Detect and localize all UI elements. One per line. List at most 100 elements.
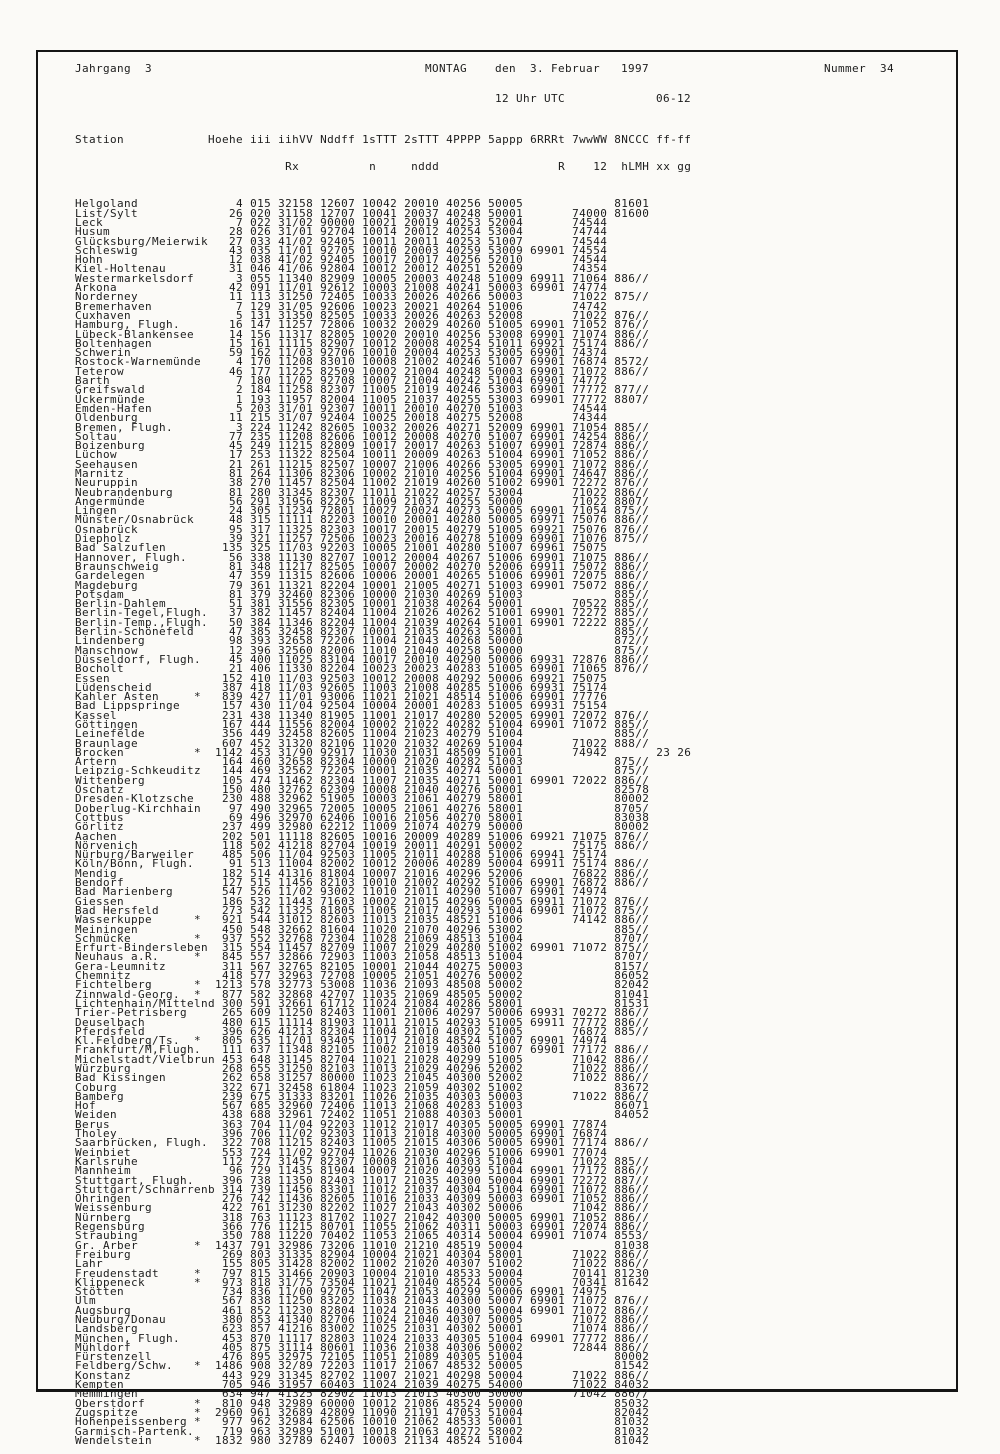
table-row: Straubing 350 788 11220 70402 11053 2106…: [75, 1229, 692, 1243]
table-row: Essen 152 410 11/03 92503 10012 20008 40…: [75, 671, 692, 685]
table-row: Boizenburg 45 249 11215 82809 10017 2001…: [75, 439, 692, 453]
table-row: Doberlug-Kirchhain 97 490 32965 72005 10…: [75, 801, 692, 815]
table-row: Ulm 567 838 11250 83202 11038 21043 4030…: [75, 1294, 692, 1308]
table-row: Bad Salzuflen 135 325 11/03 92203 10005 …: [75, 541, 692, 555]
table-row: Deuselbach 480 615 11114 81903 11011 210…: [75, 1015, 692, 1029]
table-row: Angermünde 56 291 31956 82205 11009 2103…: [75, 494, 692, 508]
table-row: Cuxhaven 5 131 31350 82505 10033 20026 4…: [75, 308, 692, 322]
nummer-label: Nummer: [824, 62, 867, 75]
table-row: Lingen 24 305 11234 72801 10027 20024 40…: [75, 504, 692, 518]
table-row: Wendelstein * 1832 980 32789 62407 10003…: [75, 1433, 692, 1447]
bulletin-page: { "masthead": { "jahrgang_label": "Jahrg…: [36, 50, 958, 1447]
table-row: Husum 28 026 31/01 92704 10014 20012 402…: [75, 225, 692, 239]
jahrgang-value: 3: [145, 62, 153, 75]
table-row: Giessen 186 532 11443 71603 10002 21015 …: [75, 894, 692, 908]
table-row: Neubrandenburg 81 280 31345 82307 11011 …: [75, 485, 692, 499]
table-row: Mendig 182 514 41316 81804 10007 21016 4…: [75, 866, 692, 880]
table-row: Stuttgart/Schnarrenb 314 739 11456 83301…: [75, 1182, 692, 1196]
table-row: Lindenberg 98 393 32658 72206 11004 2104…: [75, 634, 692, 648]
table-row: Stuttgart, Flugh. 396 738 11350 82403 11…: [75, 1173, 692, 1187]
table-row: Neuhaus a.R. * 845 557 32866 72903 11003…: [75, 950, 692, 964]
table-row: Kahler Asten * 839 427 11/01 93006 11021…: [75, 690, 692, 704]
table-row: Leck 7 022 31/02 90000 10021 20019 40253…: [75, 215, 692, 229]
station-table-rows: Helgoland 4 015 32158 12607 10042 20010 …: [75, 198, 692, 1447]
table-row: Emden-Hafen 5 203 31/01 92307 10011 2001…: [75, 401, 692, 415]
table-row: Hof 567 685 32960 72406 11013 21068 4028…: [75, 1099, 692, 1113]
table-row: Göttingen 167 444 11556 82004 10002 2102…: [75, 718, 692, 731]
table-row: Neuburg/Donau 380 853 41340 82706 11024 …: [75, 1313, 692, 1326]
table-row: Teterow 46 177 11225 82509 10002 21004 4…: [75, 364, 692, 378]
table-row: Zinnwald-Georg. * 877 582 32868 42707 11…: [75, 987, 692, 1001]
table-row: Magdeburg 79 361 11321 82204 10001 21005…: [75, 578, 692, 592]
table-row: Lahr 155 805 31428 82002 11002 21020 403…: [75, 1257, 692, 1271]
table-row: Fürstenzell 476 895 32975 72105 11051 21…: [75, 1350, 692, 1364]
table-row: Würzburg 268 655 31250 82103 11013 21029…: [75, 1061, 692, 1075]
page-border-frame: [36, 50, 958, 1392]
table-row: Berlin-Temp.,Flugh. 50 384 11346 82204 1…: [75, 615, 692, 629]
table-row: Frankfurt/M,Flugh. 111 637 11348 82105 1…: [75, 1043, 692, 1057]
table-row: Pferdsfeld 396 626 41213 82304 11004 210…: [75, 1024, 692, 1038]
table-row: Kl.Feldberg/Ts. * 805 635 11/01 93405 11…: [75, 1034, 692, 1048]
table-row: Bremen, Flugh. 3 224 11242 82605 10032 2…: [75, 420, 692, 434]
table-row: Bad Lippspringe 157 430 11/04 92504 1000…: [75, 699, 692, 713]
table-row: Oberstdorf * 810 948 32989 60000 10012 2…: [75, 1396, 692, 1410]
table-row: Nürnberg 318 763 11123 81702 11027 21042…: [75, 1210, 692, 1224]
table-row: Bamberg 239 675 31333 83201 11026 21035 …: [75, 1089, 692, 1103]
table-row: München, Flugh. 453 870 11117 82803 1102…: [75, 1331, 692, 1345]
table-row: Lübeck-Blankensee 14 156 11317 82805 100…: [75, 327, 692, 341]
table-row: Gera-Leumnitz 311 567 32765 82105 10001 …: [75, 959, 692, 973]
column-header-line2: Rx n nddd R 12 hLMH xx gg: [75, 160, 692, 174]
jahrgang-label: Jahrgang: [75, 62, 132, 75]
table-row: Chemnitz 418 577 32963 72708 10005 21051…: [75, 969, 692, 983]
table-row: Barth 7 180 11/02 92708 10007 21004 4024…: [75, 374, 692, 388]
observation-period: 06-12: [656, 92, 692, 105]
table-row: Leipzig-Schkeuditz 144 469 32562 72205 1…: [75, 764, 692, 778]
table-row: Saarbrücken, Flugh. 322 708 11215 82403 …: [75, 1136, 692, 1150]
table-row: Hamburg, Flugh. 16 147 11257 72806 10032…: [75, 318, 692, 332]
station-table: Station Hoehe iii iihVV Nddff 1sTTT 2sTT…: [75, 116, 691, 1454]
table-row: Meiningen 450 548 32662 81604 11020 2107…: [75, 922, 692, 936]
table-row: Oldenburg 11 215 31/07 92404 10025 20018…: [75, 411, 692, 425]
table-row: Schleswig 43 035 11/01 92705 10010 20003…: [75, 243, 692, 257]
table-row: Diepholz 39 321 11257 72506 10023 20016 …: [75, 532, 692, 546]
table-row: Arkona 42 091 11/01 92612 10003 21008 40…: [75, 281, 692, 295]
table-row: Aachen 202 501 11118 82605 10016 20009 4…: [75, 829, 692, 843]
table-row: Kempten 705 946 31957 60403 11024 21039 …: [75, 1378, 692, 1392]
nummer-value: 34: [880, 62, 895, 75]
table-row: Michelstadt/Vielbrun 453 648 31145 82704…: [75, 1052, 692, 1066]
table-row: Rostock-Warnemünde 4 170 11208 83010 100…: [75, 355, 692, 369]
observation-time: 12 Uhr UTC: [495, 92, 566, 105]
table-row: Oschatz 150 480 32762 62309 10008 21040 …: [75, 783, 692, 797]
table-row: Tholey 396 706 11/02 92303 11013 21018 4…: [75, 1127, 692, 1141]
table-row: Lüchow 17 253 11322 82504 10011 20009 40…: [75, 448, 692, 462]
table-row: Brocken * 1142 453 31/90 92917 11030 210…: [75, 745, 692, 759]
table-row: Bendorf 127 515 11456 82103 10010 21002 …: [75, 876, 692, 890]
table-row: Wasserkuppe * 921 544 31012 82603 11013 …: [75, 913, 692, 927]
table-row: Garmisch-Partenk. 719 963 32989 51001 10…: [75, 1424, 692, 1438]
table-row: Berlin-Schönefeld 47 385 32458 82307 100…: [75, 625, 692, 639]
weekday: MONTAG: [425, 62, 468, 75]
table-row: Norderney 11 113 31250 72405 10033 20026…: [75, 290, 692, 304]
table-row: Karlsruhe 112 727 31457 82307 10008 2101…: [75, 1154, 692, 1168]
table-row: Berus 363 704 11/04 92203 11012 21017 40…: [75, 1117, 692, 1131]
table-row: Hohn 12 038 41/02 92405 10017 20017 4025…: [75, 253, 692, 267]
table-row: Erfurt-Bindersleben 315 554 11457 82709 …: [75, 941, 692, 955]
table-row: Neuruppin 38 270 11457 82504 11002 21019…: [75, 476, 692, 490]
table-row: Öhringen 276 742 11436 82605 11016 21033…: [75, 1192, 692, 1206]
table-row: Zugspitze * 2960 961 32689 42809 11090 2…: [75, 1405, 692, 1419]
table-row: Potsdam 81 379 32460 82306 10000 21030 4…: [75, 587, 692, 601]
table-row: Freiburg 269 803 31335 82904 10004 21021…: [75, 1247, 692, 1261]
table-row: List/Sylt 26 020 31158 12707 10041 20037…: [75, 206, 692, 220]
table-row: Weissenburg 422 761 31230 82202 11027 21…: [75, 1201, 692, 1215]
table-row: Coburg 322 671 32458 61804 11023 21059 4…: [75, 1080, 692, 1094]
table-row: Bad Hersfeld 273 542 11325 81805 11005 2…: [75, 903, 692, 917]
table-row: Stötten 734 836 11/00 92705 11047 21053 …: [75, 1285, 692, 1299]
table-row: Kassel 231 438 11340 81905 11001 21017 4…: [75, 708, 692, 722]
table-row: Regensburg 366 776 11215 80701 11055 210…: [75, 1220, 692, 1234]
date-text: den 3. Februar: [495, 62, 601, 75]
table-row: Feldberg/Schw. * 1486 908 32/89 72203 11…: [75, 1359, 692, 1373]
table-row: Bad Kissingen 262 658 31257 80000 11023 …: [75, 1071, 692, 1085]
table-row: Augsburg 461 852 11230 82804 11024 21036…: [75, 1303, 692, 1317]
table-row: Freudenstadt * 797 815 31466 20903 10004…: [75, 1266, 692, 1280]
year: 1997: [621, 62, 650, 75]
